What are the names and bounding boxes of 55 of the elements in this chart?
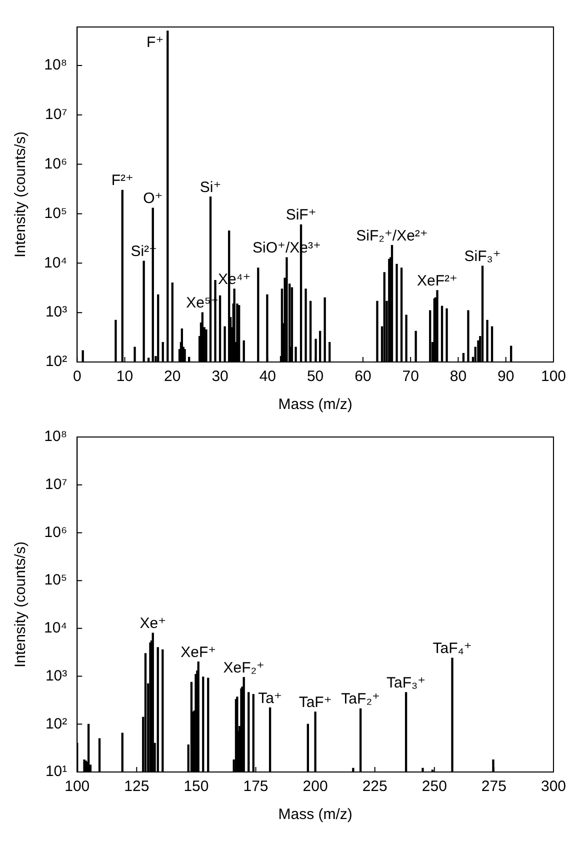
- x-tick-label: 100: [64, 778, 90, 796]
- y-tick-label: 10⁴: [44, 254, 68, 272]
- annotation: TaF₄⁺: [432, 640, 472, 658]
- y-tick-label: 10²: [45, 715, 68, 732]
- x-tick-label: 40: [259, 368, 276, 386]
- x-tick-label: 70: [402, 368, 419, 386]
- y-axis-title: Intensity (counts/s): [12, 132, 30, 258]
- y-tick-label: 10⁵: [44, 204, 68, 222]
- annotation: XeF₂⁺: [223, 659, 264, 676]
- y-tick-label: 10⁸: [44, 428, 68, 446]
- x-tick-label: 225: [362, 778, 388, 796]
- y-tick-label: 10⁷: [45, 106, 68, 124]
- x-tick-label: 10: [116, 368, 134, 386]
- y-tick-label: 10⁷: [45, 476, 68, 493]
- x-tick-label: 125: [124, 778, 150, 796]
- annotation: SiF₃⁺: [464, 248, 501, 266]
- y-tick-label: 10⁵: [44, 572, 68, 589]
- x-tick-label: 20: [164, 368, 181, 386]
- x-tick-label: 100: [540, 368, 566, 386]
- x-tick-label: 250: [422, 778, 447, 796]
- x-tick-label: 200: [302, 778, 328, 796]
- x-tick-label: 80: [450, 368, 467, 386]
- annotation: SiF₂⁺/Xe²⁺: [356, 227, 428, 244]
- x-tick-label: 175: [243, 778, 268, 796]
- annotation: O⁺: [143, 190, 163, 208]
- y-tick-label: 10⁶: [44, 155, 68, 172]
- y-tick-label: 10⁶: [44, 524, 68, 541]
- x-tick-label: 275: [481, 778, 506, 796]
- annotation: TaF⁺: [298, 694, 332, 711]
- x-tick-label: 150: [184, 778, 209, 796]
- y-tick-label: 10²: [45, 353, 68, 370]
- annotation: XeF²⁺: [417, 272, 458, 290]
- annotation: F⁺: [146, 34, 164, 51]
- x-tick-label: 90: [498, 368, 514, 386]
- annotation: XeF⁺: [180, 644, 216, 661]
- y-tick-label: 10¹: [45, 763, 68, 780]
- annotation: TaF₃⁺: [386, 674, 426, 692]
- annotation: TaF₂⁺: [341, 690, 380, 708]
- y-tick-label: 10³: [45, 304, 68, 321]
- x-tick-label: 300: [540, 778, 566, 796]
- x-axis-title: Mass (m/z): [278, 396, 352, 414]
- annotation: SiF⁺: [286, 206, 316, 224]
- y-axis-title: Intensity (counts/s): [12, 542, 30, 668]
- annotation: Xe⁺: [140, 615, 166, 632]
- annotation: Si⁺: [200, 178, 222, 196]
- y-tick-label: 10³: [45, 667, 68, 684]
- annotation: F²⁺: [111, 172, 134, 190]
- annotation: Ta⁺: [258, 690, 282, 707]
- y-tick-label: 10⁴: [44, 620, 68, 637]
- x-tick-label: 30: [212, 368, 228, 386]
- x-tick-label: 50: [306, 368, 324, 386]
- x-tick-label: 0: [72, 368, 82, 386]
- y-tick-label: 10⁸: [44, 56, 68, 74]
- x-tick-label: 60: [354, 368, 372, 386]
- x-axis-title: Mass (m/z): [278, 806, 352, 824]
